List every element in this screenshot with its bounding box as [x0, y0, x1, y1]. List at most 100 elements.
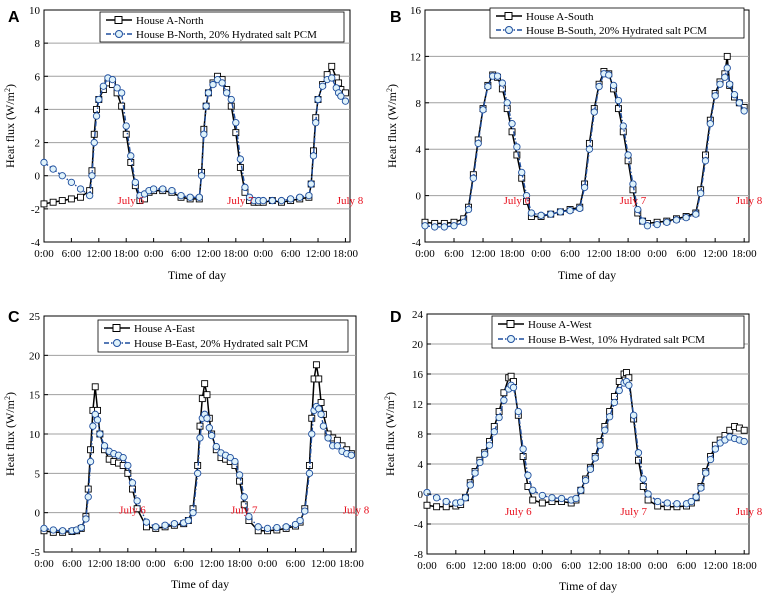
- panel-a-series-b-point: [209, 80, 217, 89]
- panel-d-series-b-point: [557, 494, 566, 503]
- panel-d-x-tick-label: 0:00: [533, 560, 553, 572]
- panel-a-series-b-point: [296, 193, 304, 201]
- panel-c-y-tick-label: 15: [29, 390, 41, 402]
- panel-c-series-b-point: [301, 507, 309, 515]
- panel-b-series-b-point: [716, 80, 724, 88]
- panel-c-series-b-point: [49, 526, 57, 534]
- panel-c-series-b-point: [119, 453, 127, 462]
- panel-d-x-tick-label: 18:00: [616, 560, 642, 572]
- panel-c-series-b-point: [263, 524, 272, 533]
- panel-b-y-tick-label: 12: [410, 51, 421, 63]
- panel-d-series-a-point: [635, 456, 642, 464]
- panel-b-series-b-point: [585, 145, 594, 153]
- panel-c-series-a-point: [198, 395, 206, 403]
- panel-c-y-tick-label: 20: [29, 350, 41, 362]
- panel-b-series-b-point: [735, 99, 743, 107]
- panel-d-series-b-point: [442, 497, 450, 506]
- panel-c-day-labels: July 6 July 7 July 8: [119, 505, 370, 517]
- panel-d-series-a-point: [644, 496, 652, 504]
- panel-a-series-b-point: [131, 178, 139, 186]
- panel-d-series-b-point: [476, 458, 484, 467]
- panel-b-series-b-point: [431, 223, 439, 231]
- panel-c-day-label: July 7: [231, 505, 258, 517]
- panel-a-series-b-point: [268, 196, 277, 205]
- panel-b-day-label: July 8: [736, 195, 763, 207]
- panel-b-x-tick-label: 0:00: [415, 248, 435, 260]
- panel-c-series-a-point: [91, 383, 99, 391]
- panel-c-series-b-point: [100, 442, 109, 450]
- panel-c-y-ticks: -5 0 5 10 15 20 25: [29, 311, 48, 559]
- panel-b-x-tick-label: 6:00: [444, 248, 464, 260]
- panel-d-series-a-point: [519, 453, 527, 460]
- panel-c-day-label: July 8: [343, 505, 370, 517]
- panel-a-legend-label-b: House B-North, 20% Hydrated salt PCM: [136, 29, 317, 41]
- panel-a-series-b-point: [67, 178, 76, 186]
- panel-d-series-b-point: [509, 383, 518, 392]
- panel-b-y-axis-label: Heat flux (W/m2): [385, 84, 400, 168]
- panel-a-legend-label-a: House A-North: [136, 15, 204, 27]
- panel-a-y-tick-label: 2: [35, 138, 41, 150]
- panel-c-day-label: July 6: [119, 505, 146, 517]
- panel-a-plot-frame: [43, 9, 351, 243]
- panel-d-series-b-point: [432, 494, 441, 502]
- panel-c-series-b-point: [324, 434, 332, 442]
- panel-d-series-a-point: [433, 503, 441, 511]
- panel-b-series-b-point: [450, 222, 458, 230]
- panel-c-x-tick-label: 18:00: [339, 558, 365, 570]
- panel-a-y-tick-label: 6: [35, 71, 41, 83]
- panel-c-legend-label-a: House A-East: [134, 323, 195, 335]
- panel-c-series-b-point: [273, 523, 281, 532]
- panel-c-series-a-point: [315, 375, 323, 383]
- panel-c-series-b-point: [84, 493, 92, 501]
- panel-b-y-tick-label: -4: [412, 237, 422, 249]
- panel-b-series-b-point: [464, 205, 473, 214]
- panel-b-series-b-point: [726, 80, 734, 88]
- panel-a-legend-box: [99, 11, 345, 43]
- panel-a-series-b-point: [312, 119, 320, 127]
- panel-d-series-b-point: [581, 476, 590, 485]
- panel-b-series-b-point: [643, 222, 652, 230]
- panel-a-series-a-point: [227, 102, 235, 110]
- panel-b-series-a-point: [513, 151, 521, 159]
- panel-a-series-a-point: [67, 195, 75, 203]
- panel-d-series-b-point: [605, 413, 614, 421]
- panel-b-series-b-point: [605, 71, 613, 79]
- panel-c-series-b-point: [240, 493, 248, 501]
- panel-b-series-b-point: [474, 139, 482, 148]
- panel-a-series-b-point: [92, 112, 101, 120]
- panel-a-x-tick-label: 18:00: [223, 248, 249, 260]
- panel-d-series-b-point: [456, 498, 465, 506]
- panel-b-series-b-point: [503, 99, 511, 107]
- panel-a-series-a-point: [77, 193, 84, 201]
- panel-c-series-b-point: [82, 515, 90, 523]
- panel-d-y-tick-label: -4: [414, 519, 424, 531]
- panel-a-series-a-point: [328, 62, 336, 70]
- panel-d-series-b-point: [577, 486, 585, 494]
- panel-a-series-b-point: [218, 79, 226, 87]
- panel-c-series-a-point: [240, 501, 248, 509]
- panel-a-x-tick-label: 0:00: [253, 248, 273, 260]
- panel-a-series-b-point: [186, 193, 194, 201]
- panel-c-series-b-point: [196, 434, 204, 442]
- panel-a-series-a-point: [236, 163, 244, 171]
- panel-a-series-a-point: [118, 102, 126, 110]
- panel-a-y-tick-label: 8: [35, 38, 41, 50]
- panel-c-x-tick-label: 12:00: [87, 558, 113, 570]
- panel-c-series-b-point: [77, 523, 85, 532]
- panel-b-y-tick-label: 16: [410, 5, 422, 17]
- panel-b-day-label: July 7: [620, 195, 647, 207]
- panel-d-series-b-point: [654, 497, 662, 506]
- panel-b-x-ticks: 0:00 6:00 12:00 18:00 0:00 6:00 12:00 18:00 0:00…: [415, 238, 757, 260]
- panel-b-series-b-point: [609, 81, 618, 90]
- panel-c-series-b-point: [205, 424, 213, 432]
- panel-b-x-tick-label: 6:00: [560, 248, 580, 260]
- panel-d-series-b-point: [529, 486, 537, 494]
- panel-d-series-b-point: [591, 454, 599, 462]
- panel-d-letter: D: [390, 309, 402, 326]
- panel-a-x-ticks: 0:00 6:00 12:00 18:00 0:00 6:00 12:00 18:00 0:00…: [34, 238, 358, 260]
- panel-d-series-a-point: [524, 483, 532, 490]
- panel-a-day-labels: July 6 July 7 July 8: [117, 195, 363, 207]
- panel-d-series-b-point: [601, 426, 609, 434]
- panel-d-series-b-point: [596, 441, 604, 449]
- panel-b-series-b-point: [479, 106, 487, 114]
